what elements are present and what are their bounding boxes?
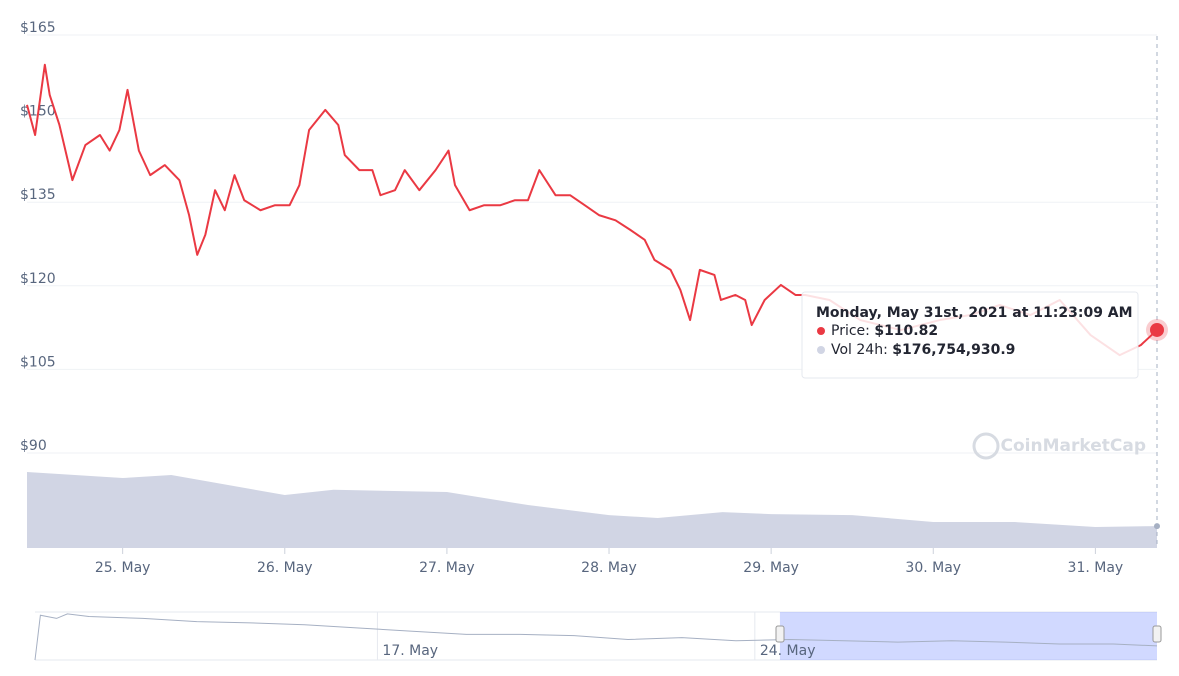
x-tick-label: 28. May: [581, 560, 637, 576]
x-tick-label: 25. May: [95, 560, 151, 576]
tooltip-label: Vol 24h:: [831, 342, 888, 358]
price-line: [26, 63, 1158, 357]
tooltip-dot: [817, 346, 825, 354]
y-tick-label: $165: [20, 20, 56, 36]
watermark-logo: [972, 432, 1000, 460]
y-tick-label: $120: [20, 271, 56, 287]
y-tick-label: $105: [20, 354, 56, 370]
tooltip-title: Monday, May 31st, 2021 at 11:23:09 AM: [816, 305, 1133, 321]
tooltip-row: Price: $110.82: [831, 323, 938, 339]
navigator-tick-label: 17. May: [382, 643, 438, 659]
tooltip-dot: [817, 327, 825, 335]
navigator-selection: [779, 612, 1157, 660]
x-tick-label: 27. May: [419, 560, 475, 576]
tooltip: Monday, May 31st, 2021 at 11:23:09 AM Pri…: [801, 291, 1139, 379]
x-tick-label: 29. May: [743, 560, 799, 576]
y-tick-label: $90: [20, 438, 47, 454]
navigator-handle[interactable]: [1152, 625, 1162, 643]
x-tick-label: 26. May: [257, 560, 313, 576]
tooltip-value: $110.82: [874, 323, 938, 339]
volume-area: [27, 471, 1157, 548]
x-tick-label: 30. May: [905, 560, 961, 576]
navigator-tick-label: 24. May: [760, 643, 816, 659]
navigator-line: [34, 613, 1158, 661]
navigator-handle[interactable]: [775, 625, 785, 643]
y-tick-label: $135: [20, 187, 56, 203]
tooltip-row: Vol 24h: $176,754,930.9: [831, 342, 1015, 358]
hover-volume: [1154, 523, 1160, 530]
tooltip-value: $176,754,930.9: [892, 342, 1015, 358]
x-tick-label: 31. May: [1068, 560, 1124, 576]
tooltip-label: Price:: [831, 323, 870, 339]
tooltip-box: [801, 291, 1139, 379]
hover-point: [1150, 322, 1164, 337]
watermark: CoinMarketCap: [1001, 436, 1146, 456]
